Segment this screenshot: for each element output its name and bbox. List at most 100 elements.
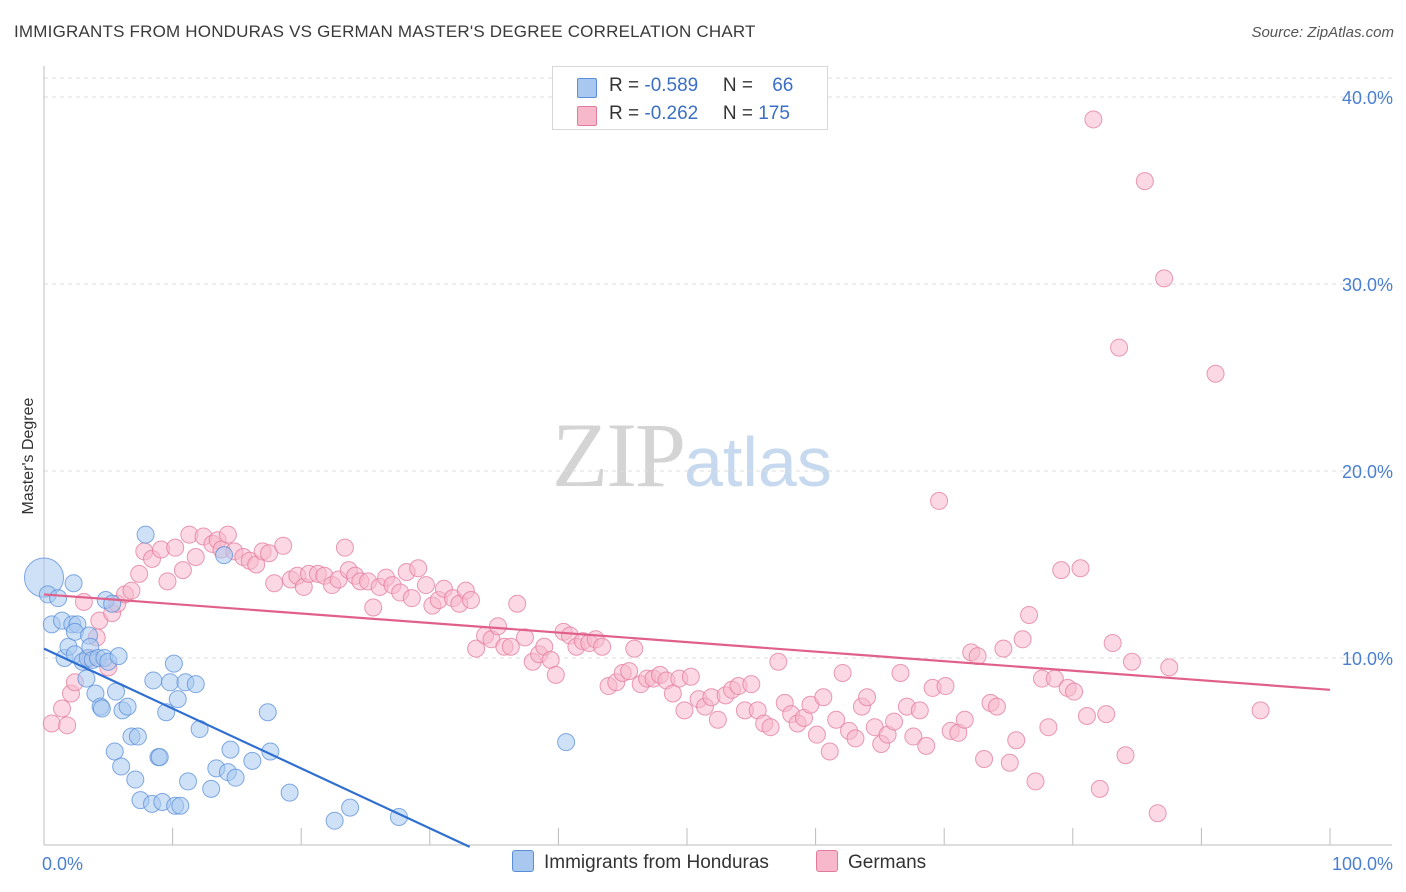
point-germans — [930, 491, 949, 510]
point-honduras — [118, 697, 137, 716]
legend-n-label: N = — [722, 103, 759, 124]
point-germans — [122, 581, 141, 600]
point-honduras — [186, 675, 205, 694]
point-honduras — [258, 703, 277, 722]
series-legend: Immigrants from Honduras Germans — [0, 850, 1406, 878]
trend-lines — [43, 593, 1331, 848]
point-honduras — [179, 772, 198, 791]
y-axis-title: Master's Degree — [20, 397, 37, 514]
point-germans — [1013, 630, 1032, 649]
point-germans — [846, 729, 865, 748]
legend-n-value: 175 — [758, 103, 790, 124]
watermark-atlas: atlas — [684, 423, 832, 501]
point-germans — [593, 637, 612, 656]
point-germans — [936, 677, 955, 696]
point-germans — [1116, 746, 1135, 765]
chart-source: Source: ZipAtlas.com — [1251, 24, 1394, 41]
point-honduras — [77, 669, 96, 688]
legend-r-label: R = — [609, 75, 645, 96]
point-germans — [546, 665, 565, 684]
point-germans — [891, 663, 910, 682]
point-honduras — [109, 647, 128, 666]
point-germans — [1160, 658, 1179, 677]
point-honduras — [112, 757, 131, 776]
point-honduras — [136, 525, 155, 544]
legend-n-label: N = — [722, 75, 759, 96]
point-germans — [1077, 706, 1096, 725]
point-germans — [742, 675, 761, 694]
point-germans — [364, 598, 383, 617]
point-germans — [508, 594, 527, 613]
point-germans — [1071, 559, 1090, 578]
point-germans — [807, 725, 826, 744]
point-germans — [994, 639, 1013, 658]
point-germans — [467, 639, 486, 658]
point-germans — [814, 688, 833, 707]
point-honduras — [325, 811, 344, 830]
point-germans — [968, 647, 987, 666]
point-germans — [42, 714, 61, 733]
point-germans — [675, 701, 694, 720]
point-honduras — [49, 589, 68, 608]
point-germans — [1084, 110, 1103, 129]
point-honduras — [226, 768, 245, 787]
point-germans — [461, 591, 480, 610]
point-germans — [260, 544, 279, 563]
x-tick-label: 100.0% — [1332, 854, 1393, 874]
tick-labels: 10.0% 20.0% 30.0% 40.0% 0.0% 100.0% Master's D… — [20, 88, 1393, 874]
point-germans — [1020, 605, 1039, 624]
point-honduras — [92, 699, 111, 718]
legend-swatch-honduras — [577, 78, 597, 98]
point-germans — [917, 736, 936, 755]
point-honduras — [161, 673, 180, 692]
point-germans — [885, 712, 904, 731]
point-germans — [625, 639, 644, 658]
point-honduras — [126, 770, 145, 789]
point-honduras — [164, 654, 183, 673]
point-germans — [166, 538, 185, 557]
point-germans — [58, 716, 77, 735]
point-germans — [820, 742, 839, 761]
point-germans — [265, 574, 284, 593]
watermark: ZIPatlas — [552, 402, 832, 508]
point-germans — [1000, 753, 1019, 772]
point-honduras — [202, 779, 221, 798]
legend-n-value: 66 — [772, 75, 794, 96]
legend-label-germans: Germans — [848, 852, 927, 873]
point-honduras — [168, 690, 187, 709]
point-germans — [1155, 269, 1174, 288]
point-germans — [274, 536, 293, 555]
point-germans — [858, 688, 877, 707]
correlation-legend: R = -0.589 N = 66 R = -0.262 N = 175 — [552, 66, 828, 130]
legend-label-honduras: Immigrants from Honduras — [544, 852, 769, 873]
point-honduras — [280, 783, 299, 802]
point-germans — [53, 699, 72, 718]
point-honduras — [144, 671, 163, 690]
series-germans-points — [42, 110, 1270, 823]
point-germans — [409, 559, 428, 578]
chart-title: IMMIGRANTS FROM HONDURAS VS GERMAN MASTE… — [14, 22, 756, 41]
point-germans — [1148, 804, 1167, 823]
point-honduras — [64, 574, 83, 593]
point-honduras — [341, 798, 360, 817]
legend-swatch-germans — [577, 106, 597, 126]
point-germans — [1135, 172, 1154, 191]
point-germans — [488, 617, 507, 636]
y-tick-label: 40.0% — [1342, 88, 1393, 108]
point-honduras — [150, 748, 169, 767]
point-germans — [663, 684, 682, 703]
point-germans — [515, 628, 534, 647]
point-germans — [186, 548, 205, 567]
point-honduras — [128, 727, 147, 746]
point-germans — [1026, 772, 1045, 791]
point-germans — [173, 561, 192, 580]
axes — [43, 66, 1392, 846]
legend-swatch-honduras — [512, 850, 534, 872]
point-germans — [218, 525, 237, 544]
point-honduras — [171, 796, 190, 815]
point-germans — [708, 710, 727, 729]
point-germans — [1122, 652, 1141, 671]
x-tick-label: 0.0% — [42, 854, 83, 874]
point-germans — [158, 572, 177, 591]
